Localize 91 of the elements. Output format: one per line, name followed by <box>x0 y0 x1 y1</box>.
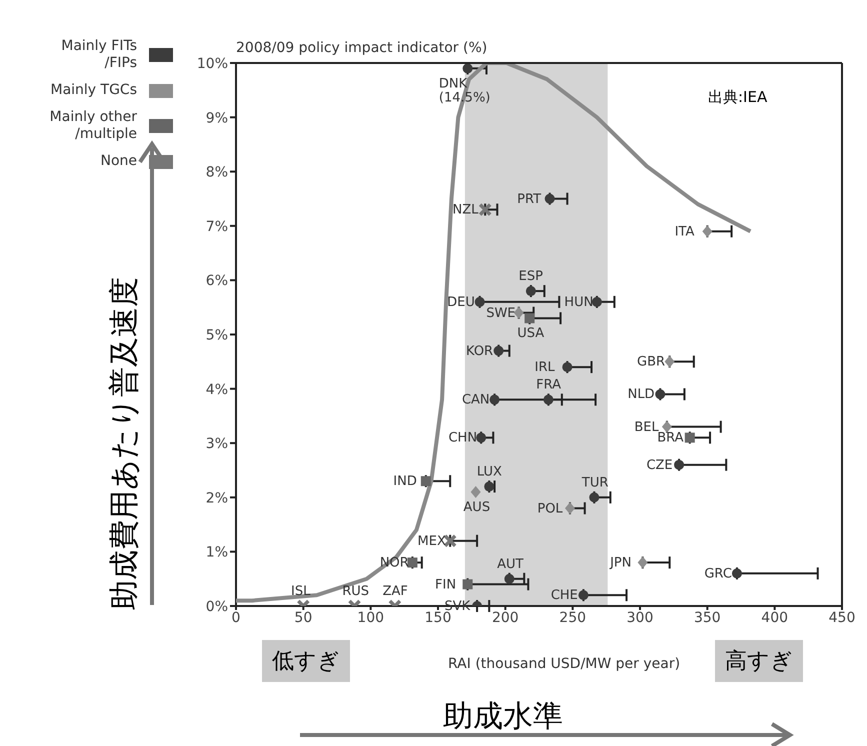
y-tick-label: 6% <box>206 273 228 290</box>
x-tick-label: 0 <box>232 610 240 626</box>
x-tick-label: 400 <box>761 610 788 626</box>
legend-label: Mainly other /multiple <box>50 109 137 143</box>
annotation: FIN <box>435 577 456 592</box>
text: 高すぎ <box>715 640 803 682</box>
y-tick-label: 2% <box>206 490 228 506</box>
annotation: DEU <box>447 294 475 310</box>
annotation: SWE <box>486 306 516 321</box>
point <box>524 313 535 324</box>
y-tick-label: 3% <box>206 436 228 452</box>
point <box>732 568 742 578</box>
y-tick-label: 10% <box>196 56 228 72</box>
annotation: POL <box>537 501 564 516</box>
annotation: KOR <box>466 344 494 359</box>
point <box>470 486 481 498</box>
point <box>462 63 473 74</box>
point <box>674 460 684 470</box>
text: 助成費用あたり普及速度 <box>107 277 142 610</box>
legend-label: None <box>100 153 137 170</box>
annotation: RUS <box>342 584 370 599</box>
point <box>494 346 504 356</box>
annotation: IND <box>393 474 417 490</box>
legend-label: Mainly FITs /FIPs <box>61 38 137 72</box>
y-tick-label: 5% <box>206 327 228 344</box>
annotation: NLD <box>628 387 655 402</box>
point <box>655 389 666 400</box>
y-tick-label: 4% <box>206 382 228 398</box>
text: 助成水準 <box>443 698 563 736</box>
annotation: GBR <box>637 354 666 370</box>
point <box>702 225 712 238</box>
x-tick-label: 150 <box>424 610 452 626</box>
y-tick-label: 1% <box>206 544 228 561</box>
annotation: PRT <box>517 192 542 207</box>
annotation: CAN <box>462 392 490 408</box>
annotation: ITA <box>674 224 694 240</box>
annotation: AUS <box>463 500 490 515</box>
annotation: CZE <box>646 458 673 473</box>
point <box>474 296 485 307</box>
point <box>638 556 648 569</box>
annotation: HUN <box>564 294 594 310</box>
point <box>592 296 602 307</box>
y-tick-label: 7% <box>206 218 228 235</box>
annotation: TUR <box>580 475 608 490</box>
point <box>662 420 672 433</box>
x-tick-label: 300 <box>626 610 654 626</box>
point <box>526 286 536 296</box>
point <box>589 492 600 502</box>
x-tick-label: 450 <box>828 610 856 626</box>
point <box>478 202 492 216</box>
point <box>664 356 675 368</box>
point <box>420 476 431 486</box>
point <box>476 432 486 443</box>
point <box>578 590 588 600</box>
text: 低すぎ <box>262 640 350 682</box>
x-tick-label: 50 <box>294 610 312 626</box>
point <box>484 482 494 492</box>
x-axis-title: RAI (thousand USD/MW per year) <box>448 656 680 672</box>
x-tick-label: 250 <box>559 610 586 626</box>
annotation: USA <box>517 326 544 342</box>
annotation: ESP <box>518 269 544 284</box>
x-tick-label: 200 <box>492 610 519 626</box>
annotation: ZAF <box>382 584 408 599</box>
point <box>684 432 695 443</box>
y-axis-title: 2008/09 policy impact indicator (%) <box>236 40 488 56</box>
y-tick-label: 0% <box>206 598 228 615</box>
annotation: GRC <box>704 566 732 582</box>
x-tick-label: 100 <box>357 610 384 626</box>
y-tick-label: 8% <box>206 164 228 181</box>
annotation: IRL <box>534 360 556 376</box>
legend-label: Mainly TGCs <box>50 82 137 99</box>
annotation: CHE <box>550 588 578 604</box>
annotation: NZL <box>452 202 480 218</box>
annotation: AUT <box>497 556 524 572</box>
annotation: MEX <box>418 534 446 549</box>
y-tick-label: 9% <box>206 110 228 126</box>
annotation: 出典:IEA <box>708 88 768 107</box>
annotation: FRA <box>536 378 562 393</box>
point <box>564 502 575 514</box>
annotation: LUX <box>476 464 502 480</box>
point <box>490 394 500 405</box>
point <box>562 362 572 372</box>
annotation: CHN <box>448 430 478 446</box>
point <box>544 194 555 204</box>
annotation: JPN <box>609 556 632 571</box>
annotation: BRA <box>657 430 684 446</box>
annotation: BEL <box>634 420 660 435</box>
point <box>504 574 514 584</box>
x-tick-label: 350 <box>694 610 721 626</box>
point <box>462 579 473 590</box>
point <box>543 394 554 405</box>
